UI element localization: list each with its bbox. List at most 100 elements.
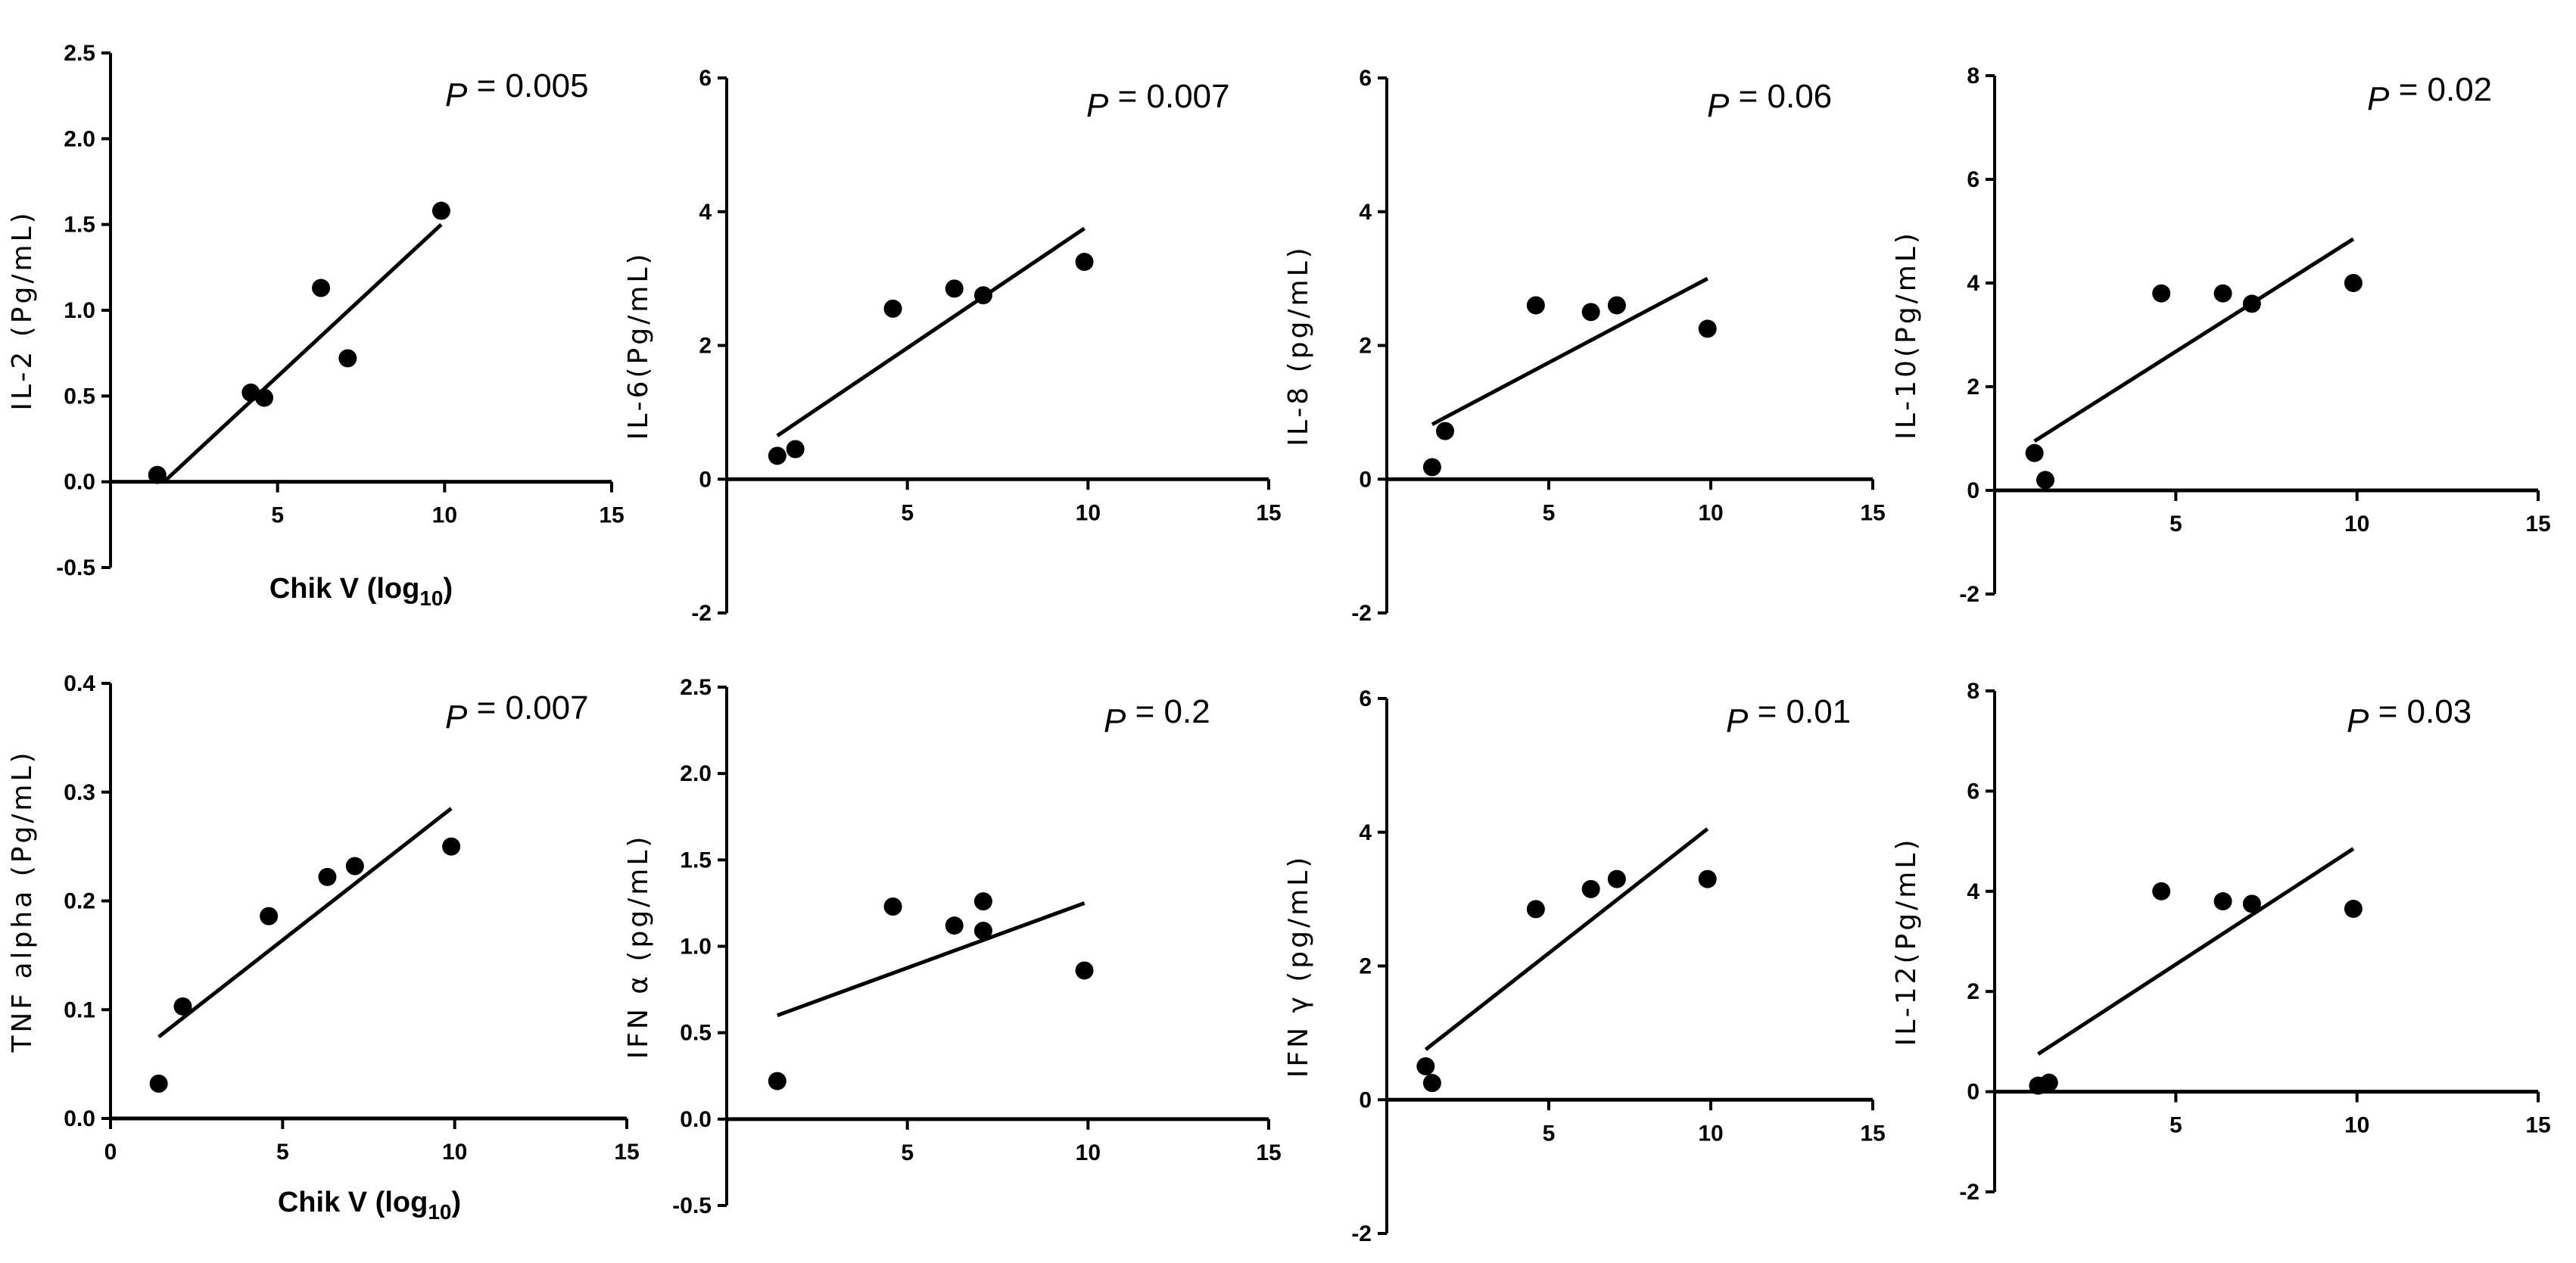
- y-axis-label: IL-6(Pg/mL): [623, 251, 654, 440]
- y-tick-label: 4: [1967, 271, 1980, 296]
- x-tick-label: 5: [901, 500, 914, 525]
- chart-panel-4: -2 0 2 4 6 8 5 10 15 IL-10(Pg/mL) P = 0.02: [1891, 64, 2551, 607]
- x-tick-label: 5: [271, 503, 284, 528]
- regression-line: [2033, 237, 2355, 443]
- x-tick-label: 10: [1698, 500, 1723, 525]
- y-tick-label: 0: [1967, 1080, 1980, 1105]
- data-point: [1416, 1057, 1435, 1076]
- y-axis-label: TNF alpha (Pg/mL): [7, 749, 38, 1053]
- y-tick-label: 2.0: [680, 761, 712, 786]
- y-tick-label: -2: [1351, 1221, 1372, 1246]
- chart-panel-6: -0.5 0.0 0.5 1.0 1.5 2.0 2.5 5 10 15 IFN α (pg/mL)…: [623, 675, 1282, 1218]
- data-point: [973, 892, 992, 911]
- y-tick-label: 2: [1359, 334, 1372, 359]
- x-tick-label: 5: [2170, 512, 2182, 537]
- y-tick-label: 0.5: [64, 384, 95, 409]
- y-axis-label: IFN γ (pg/mL): [1283, 854, 1314, 1078]
- data-point: [1422, 1074, 1441, 1093]
- y-tick-label: 0: [1359, 467, 1372, 492]
- x-axis-label: Chik V (log10): [269, 573, 453, 610]
- regression-line: [162, 222, 443, 484]
- chart-panel-3: -2 0 2 4 6 5 10 15 IL-8 (pg/mL) P = 0.06: [1283, 66, 1886, 626]
- data-point: [2152, 284, 2171, 303]
- y-tick-label: 4: [699, 200, 712, 225]
- y-tick-label: 0.5: [680, 1021, 712, 1046]
- data-point: [786, 440, 805, 459]
- data-point: [260, 907, 279, 925]
- data-point: [338, 349, 357, 368]
- chart-panel-2: -2 0 2 4 6 5 10 15 IL-6(Pg/mL) P = 0.007: [623, 66, 1282, 626]
- regression-line: [776, 901, 1086, 1018]
- y-tick-label: 0.1: [64, 997, 95, 1022]
- x-tick-label: 15: [2525, 1113, 2550, 1138]
- x-tick-label: 5: [901, 1140, 914, 1165]
- data-point: [318, 867, 337, 886]
- y-tick-label: -0.5: [56, 555, 95, 580]
- regression-line: [1431, 276, 1709, 426]
- x-tick-label: 15: [1860, 500, 1885, 525]
- y-tick-label: 6: [1359, 66, 1372, 91]
- p-value-annotation: P = 0.02: [2367, 71, 2492, 117]
- data-point: [973, 921, 992, 940]
- y-tick-label: 0: [699, 467, 712, 492]
- data-point: [442, 837, 461, 856]
- y-axis-label: IFN α (pg/mL): [623, 834, 654, 1059]
- data-point: [148, 465, 167, 484]
- chart-panel-8: -2 0 2 4 6 8 5 10 15 IL-12(Pg/mL) P = 0.03: [1891, 679, 2551, 1205]
- data-point: [173, 997, 192, 1016]
- y-tick-label: -2: [1351, 601, 1372, 626]
- regression-line: [1424, 827, 1709, 1051]
- y-tick-label: 1.5: [64, 213, 95, 238]
- y-tick-label: 2: [1967, 375, 1980, 400]
- x-tick-label: 5: [2170, 1113, 2182, 1138]
- data-point: [1581, 879, 1600, 898]
- p-value-annotation: P = 0.007: [445, 689, 589, 736]
- x-tick-label: 15: [2525, 512, 2550, 537]
- y-axis-label: IL-8 (pg/mL): [1283, 244, 1314, 446]
- data-point: [2213, 284, 2232, 303]
- x-tick-label: 5: [1543, 1121, 1556, 1146]
- data-point: [2213, 892, 2232, 911]
- y-tick-label: 2: [1359, 954, 1372, 979]
- data-point: [255, 388, 274, 407]
- x-tick-label: 0: [104, 1140, 117, 1165]
- chart-panel-1: -0.5 0.0 0.5 1.0 1.5 2.0 2.5 5 10 15 IL-2 (Pg/mL) C…: [7, 41, 625, 610]
- y-tick-label: -2: [1959, 1180, 1980, 1205]
- y-tick-label: 0.0: [64, 470, 95, 495]
- p-value-annotation: P = 0.007: [1086, 78, 1230, 124]
- data-point: [973, 286, 992, 305]
- y-tick-label: 2: [1967, 979, 1980, 1004]
- data-point: [945, 916, 964, 935]
- x-tick-label: 10: [1076, 1140, 1101, 1165]
- y-tick-label: 8: [1967, 679, 1980, 704]
- x-tick-label: 10: [432, 503, 457, 528]
- x-tick-label: 10: [442, 1140, 467, 1165]
- data-point: [345, 857, 364, 876]
- y-tick-label: 1.5: [680, 848, 712, 873]
- x-tick-label: 15: [1860, 1121, 1885, 1146]
- y-tick-label: 4: [1967, 879, 1980, 904]
- data-point: [945, 279, 964, 298]
- y-tick-label: 0: [1359, 1087, 1372, 1112]
- regression-line: [157, 807, 453, 1039]
- y-tick-label: 2.5: [64, 41, 95, 66]
- y-tick-label: -2: [1959, 582, 1980, 607]
- data-point: [883, 299, 902, 318]
- x-tick-label: 10: [2344, 512, 2369, 537]
- data-point: [2039, 1073, 2058, 1092]
- p-value-annotation: P = 0.03: [2347, 693, 2472, 739]
- data-point: [431, 201, 450, 220]
- chart-panel-7: -2 0 2 4 6 5 10 15 IFN γ (pg/mL) P = 0.01: [1283, 686, 1886, 1246]
- data-point: [1698, 869, 1717, 888]
- data-point: [149, 1075, 168, 1093]
- data-point: [1607, 869, 1626, 888]
- data-point: [1526, 296, 1545, 315]
- p-value-annotation: P = 0.01: [1726, 693, 1851, 739]
- x-tick-label: 5: [276, 1140, 289, 1165]
- y-tick-label: 0.2: [64, 889, 95, 914]
- data-point: [2152, 882, 2171, 901]
- data-point: [768, 446, 787, 465]
- data-point: [2242, 894, 2261, 913]
- data-point: [2344, 899, 2363, 918]
- y-tick-label: 4: [1359, 200, 1372, 225]
